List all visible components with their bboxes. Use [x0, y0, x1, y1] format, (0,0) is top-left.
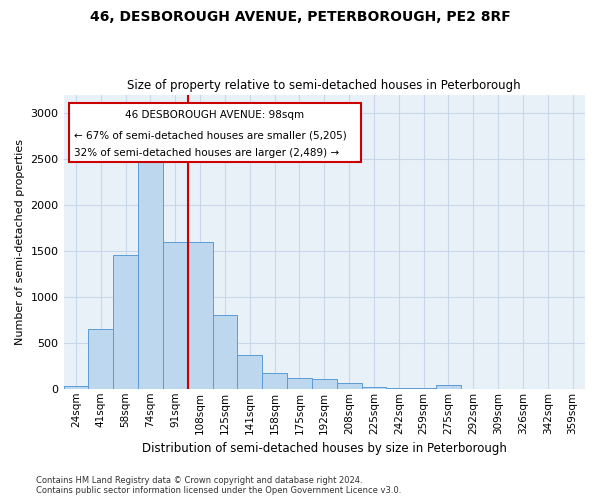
- FancyBboxPatch shape: [69, 104, 361, 162]
- Bar: [88, 329, 113, 389]
- Bar: [312, 378, 337, 389]
- Bar: [238, 354, 262, 389]
- Bar: [113, 256, 138, 389]
- Bar: [362, 387, 386, 389]
- Bar: [163, 242, 188, 389]
- Text: 32% of semi-detached houses are larger (2,489) →: 32% of semi-detached houses are larger (…: [74, 148, 339, 158]
- Text: ← 67% of semi-detached houses are smaller (5,205): ← 67% of semi-detached houses are smalle…: [74, 130, 347, 140]
- Bar: [337, 383, 362, 389]
- Bar: [436, 385, 461, 389]
- Bar: [386, 388, 411, 389]
- Bar: [287, 378, 312, 389]
- Bar: [64, 386, 88, 389]
- Bar: [262, 372, 287, 389]
- Y-axis label: Number of semi-detached properties: Number of semi-detached properties: [15, 138, 25, 344]
- Text: 46 DESBOROUGH AVENUE: 98sqm: 46 DESBOROUGH AVENUE: 98sqm: [125, 110, 304, 120]
- Text: Contains HM Land Registry data © Crown copyright and database right 2024.
Contai: Contains HM Land Registry data © Crown c…: [36, 476, 401, 495]
- Bar: [138, 113, 163, 389]
- Text: 46, DESBOROUGH AVENUE, PETERBOROUGH, PE2 8RF: 46, DESBOROUGH AVENUE, PETERBOROUGH, PE2…: [89, 10, 511, 24]
- Bar: [188, 242, 212, 389]
- Title: Size of property relative to semi-detached houses in Peterborough: Size of property relative to semi-detach…: [127, 79, 521, 92]
- Bar: [212, 315, 238, 389]
- X-axis label: Distribution of semi-detached houses by size in Peterborough: Distribution of semi-detached houses by …: [142, 442, 507, 455]
